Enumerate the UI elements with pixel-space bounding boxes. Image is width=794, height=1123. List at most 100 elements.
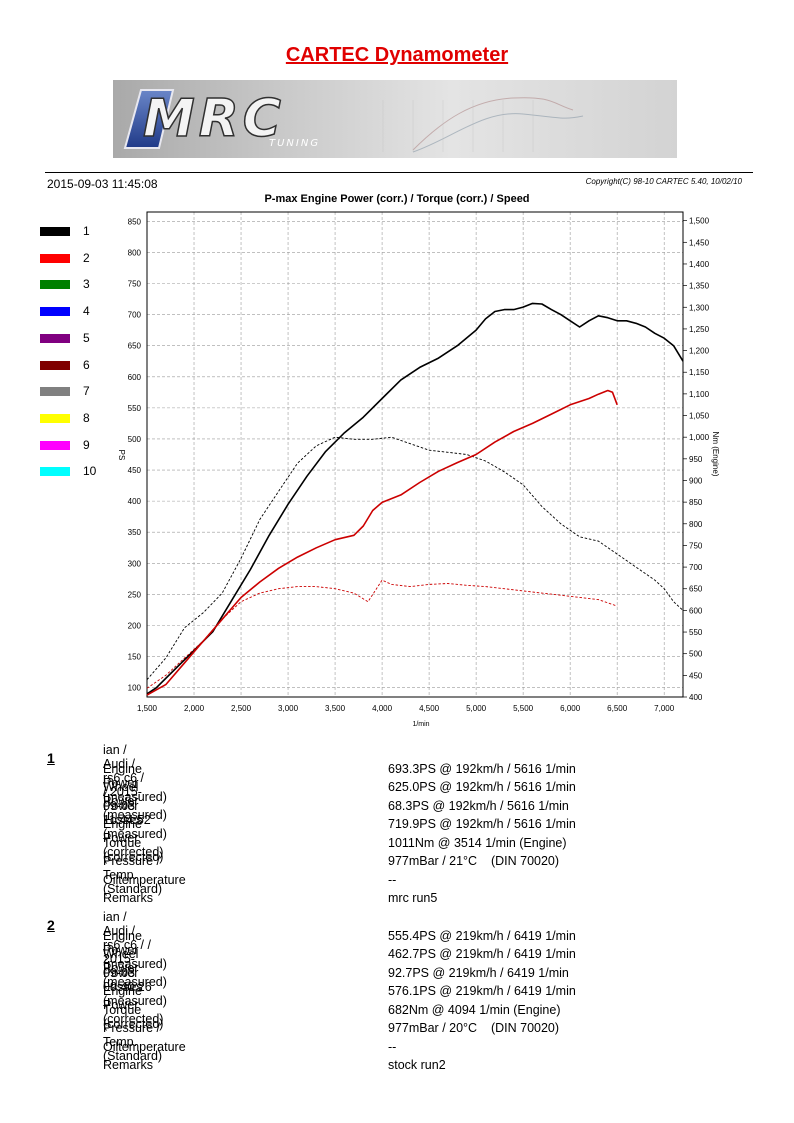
run-row-label: Torque (corrected) [103,835,164,864]
x-tick-label: 2,500 [231,704,252,713]
run-row-value: 719.9PS @ 192km/h / 5616 1/min [388,817,576,832]
legend-label: 10 [83,464,97,479]
run-row-label: Power Losses (measured) [103,798,167,841]
run-number: 1 [47,750,55,766]
legend-swatch [40,360,70,370]
report-date: 2015-09-03 11:45:08 [47,177,158,191]
x-tick-label: 3,500 [325,704,346,713]
y-left-tick-label: 850 [128,217,142,226]
y-right-tick-label: 850 [689,498,703,507]
legend-swatch [40,280,70,290]
run-row-value: 977mBar / 20°C (DIN 70020) [388,1021,560,1036]
y-left-axis-label: PS [117,450,126,461]
run-row-label: Oiltemperature [103,1039,186,1054]
y-right-tick-label: 1,300 [689,303,710,312]
legend-item: 3 [40,277,120,297]
x-tick-label: 6,500 [607,704,628,713]
y-right-tick-label: 700 [689,563,703,572]
x-axis-label: 1/min [412,721,429,728]
dyno-chart: 1,500 2,000 2,500 3,000 3,500 4,000 4,500 5,000… [117,211,720,728]
y-left-tick-label: 650 [128,342,142,351]
y-left-tick-label: 400 [128,497,142,506]
y-right-tick-label: 1,050 [689,412,710,421]
legend-label: 1 [83,224,90,238]
y-right-tick-label: 450 [689,671,703,680]
run-row-value: 682Nm @ 4094 1/min (Engine) [388,1002,561,1017]
legend-label: 3 [83,277,90,292]
legend-swatch [40,253,70,263]
y-right-tick-label: 1,450 [689,238,710,247]
copyright-text: Copyright(C) 98-10 CARTEC 5.40, 10/02/10 [585,177,742,186]
page-title: CARTEC Dynamometer [285,44,509,66]
logo-subtext: TUNING [269,138,320,149]
run-row-value: 462.7PS @ 219km/h / 6419 1/min [388,947,576,962]
legend-label: 2 [83,250,90,265]
legend-swatch [40,333,70,343]
run-row-value: 555.4PS @ 219km/h / 6419 1/min [388,928,576,943]
y-left-tick-label: 150 [128,653,142,662]
run-row-value: 693.3PS @ 192km/h / 5616 1/min [388,761,576,776]
y-right-tick-label: 1,500 [689,217,710,226]
run-row-value: mrc run5 [388,891,438,906]
logo-text: MRC [143,89,285,149]
x-tick-label: 3,000 [278,704,299,713]
legend-item: 8 [40,411,120,431]
series-line-2-power [146,389,618,696]
y-left-tick-label: 550 [128,404,142,413]
run-row-value: 625.0PS @ 192km/h / 5616 1/min [388,780,576,795]
legend-item: 10 [40,464,120,484]
y-left-tick-label: 200 [128,621,142,630]
legend-swatch [40,307,70,317]
run-row-label: Wheel Power (measured) [103,947,167,990]
run-row-label: Remarks [103,1058,154,1073]
x-tick-label: 5,000 [466,704,487,713]
y-right-tick-label: 800 [689,520,703,529]
y-left-tick-label: 600 [128,373,142,382]
y-right-tick-label: 1,200 [689,347,710,356]
legend-swatch [40,440,70,450]
x-tick-label: 4,500 [419,704,440,713]
run-header: ian / Audi / rs6 c6 / / 2015-09-03 09:40… [103,910,152,994]
run-row-label: Wheel Power (measured) [103,780,167,823]
y-right-tick-label: 1,400 [689,260,710,269]
y-left-tick-label: 750 [128,280,142,289]
run-row-label: Torque (corrected) [103,1002,164,1031]
x-tick-label: 7,000 [654,704,675,713]
run-row-label: Engine Power (measured) [103,761,167,804]
run-row-value: -- [388,1039,397,1054]
y-right-tick-label: 950 [689,455,703,464]
series-line-1-torque [146,436,684,680]
run-row-label: Power Losses (measured) [103,965,167,1008]
legend-swatch [40,227,70,236]
legend-item: 2 [40,251,120,271]
y-right-tick-label: 1,000 [689,433,710,442]
y-right-tick-label: 1,350 [689,282,710,291]
y-left-tick-label: 800 [128,248,142,257]
run-row-label: Pressure / Temp. (Standard) [103,854,163,897]
legend-item: 4 [40,304,120,324]
run-row-label: Engine Power (corrected) [103,817,164,860]
y-right-tick-label: 900 [689,476,703,485]
run-row-label: Pressure / Temp. (Standard) [103,1021,163,1064]
y-right-tick-label: 1,250 [689,325,710,334]
logo-banner: MRC TUNING [113,80,677,158]
run-row-value: 1011Nm @ 3514 1/min (Engine) [388,835,567,850]
run-row-value: -- [388,872,397,887]
legend-label: 8 [83,410,90,425]
run-number: 2 [47,917,55,933]
legend-item: 6 [40,358,120,378]
legend-swatch [40,387,70,397]
run-row-label: Engine Power (corrected) [103,984,164,1027]
legend-label: 4 [83,304,90,319]
legend-label: 7 [83,384,90,399]
run-row-value: 977mBar / 21°C (DIN 70020) [388,854,560,869]
y-left-tick-label: 300 [128,559,142,568]
y-right-tick-label: 1,150 [689,368,710,377]
run-row-label: Oiltemperature [103,872,186,887]
legend-label: 6 [83,357,90,372]
legend-item: 7 [40,384,120,404]
run-row-label: Remarks [103,891,154,906]
y-right-axis-label: Nm (Engine) [711,432,720,477]
y-left-tick-label: 450 [128,466,142,475]
run-row-label: Engine Power (measured) [103,928,167,971]
